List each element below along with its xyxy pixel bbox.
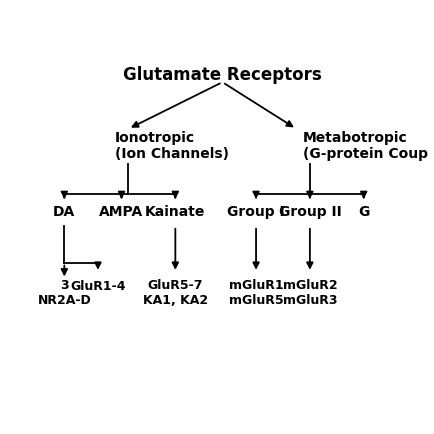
Text: AMPA: AMPA: [99, 205, 144, 220]
Text: DA: DA: [53, 205, 76, 220]
Text: Kainate: Kainate: [145, 205, 206, 220]
Text: G: G: [358, 205, 369, 220]
Text: GluR5-7
KA1, KA2: GluR5-7 KA1, KA2: [143, 279, 208, 307]
Text: mGluR1
mGluR5: mGluR1 mGluR5: [229, 279, 283, 307]
Text: GluR1-4: GluR1-4: [70, 279, 126, 293]
Text: Group II: Group II: [279, 205, 341, 220]
Text: Ionotropic
(Ion Channels): Ionotropic (Ion Channels): [115, 131, 229, 161]
Text: Metabotropic
(G-protein Coup: Metabotropic (G-protein Coup: [303, 131, 428, 161]
Text: 3
NR2A-D: 3 NR2A-D: [37, 279, 91, 307]
Text: Glutamate Receptors: Glutamate Receptors: [123, 66, 322, 85]
Text: Group I: Group I: [227, 205, 285, 220]
Text: mGluR2
mGluR3: mGluR2 mGluR3: [283, 279, 337, 307]
